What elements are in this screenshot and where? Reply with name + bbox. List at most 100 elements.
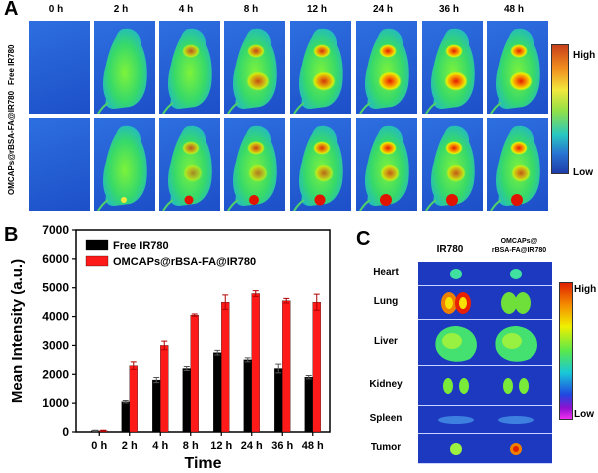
bar: [190, 314, 199, 433]
column-omcaps-line2: rBSA-FA@IR780: [491, 247, 547, 254]
fluorescence-image: [158, 20, 221, 115]
mouse-silhouette: [293, 125, 343, 211]
mouse-silhouette: [293, 28, 343, 114]
organ-image-lung: [418, 286, 552, 320]
organ-image-heart: [418, 262, 552, 286]
error-bar: [283, 297, 290, 304]
legend-swatch: [85, 239, 109, 251]
tumor-icon: [450, 443, 522, 455]
colorbar-a-high: High: [573, 50, 596, 61]
bar: [213, 352, 222, 433]
time-header: 0 h: [48, 4, 64, 15]
fluorescence-image: [223, 20, 286, 115]
organ-image-liver: [418, 320, 552, 366]
error-bar: [100, 429, 107, 432]
organ-label-heart: Heart: [373, 267, 399, 278]
mouse-silhouette: [425, 28, 475, 114]
row-label-free-ir780: Free IR780: [7, 44, 16, 85]
kidney-icon: [443, 378, 529, 394]
plot-frame: [75, 229, 331, 433]
fluorescence-image: [421, 20, 484, 115]
x-tick-label: 36 h: [271, 440, 293, 452]
fluorescence-image: [355, 20, 418, 115]
mouse-silhouette: [227, 28, 277, 114]
x-tick-label: 0 h: [91, 440, 107, 452]
mouse-silhouette: [359, 125, 409, 211]
colorbar-c: [559, 282, 573, 420]
y-tick-label: 4000: [42, 310, 69, 324]
mouse-silhouette: [97, 28, 147, 114]
bar: [274, 368, 283, 433]
organ-label-lung: Lung: [373, 296, 399, 307]
error-bar: [244, 357, 251, 363]
bar: [221, 301, 230, 433]
error-bar: [92, 429, 99, 432]
error-bar: [305, 374, 312, 380]
bar: [243, 359, 252, 433]
y-tick-label: 6000: [42, 252, 69, 266]
error-bar: [222, 294, 229, 310]
organ-label-kidney: Kidney: [369, 379, 403, 390]
fluorescence-image: [355, 117, 418, 212]
error-bar: [191, 313, 198, 317]
bar: [251, 293, 260, 433]
mouse-silhouette: [425, 125, 475, 211]
colorbar-c-high: High: [574, 284, 597, 295]
error-bar: [252, 290, 259, 297]
time-header: 36 h: [438, 4, 459, 15]
time-header: 2 h: [113, 4, 129, 15]
column-ir780: IR780: [436, 244, 464, 255]
bar-chart: 0 1000 2000 3000 4000 5000 6000 7000 Mean Intens…: [9, 223, 331, 472]
spleen-icon: [438, 416, 534, 424]
mouse-silhouette: [227, 125, 277, 211]
fluorescence-image: [486, 117, 549, 212]
mouse-silhouette: [359, 28, 409, 114]
error-bar: [214, 349, 221, 356]
y-tick-label: 2000: [42, 367, 69, 381]
column-omcaps-line1: OMCAPs@: [500, 238, 538, 245]
time-header: 24 h: [372, 4, 393, 15]
bar: [304, 377, 313, 433]
error-bar: [161, 340, 168, 351]
x-axis-label: Time: [184, 455, 221, 472]
bar: [152, 379, 161, 433]
y-tick-label: 0: [62, 425, 69, 439]
bar: [282, 300, 291, 433]
lung-icon: [441, 292, 531, 314]
colorbar-c-low: Low: [574, 409, 594, 420]
panel-a-label: A: [4, 0, 19, 20]
y-tick-label: 3000: [42, 338, 69, 352]
y-tick-label: 5000: [42, 281, 69, 295]
organ-image-tumor: [418, 434, 552, 464]
x-tick-label: 12 h: [210, 440, 232, 452]
error-bar: [183, 365, 190, 372]
y-tick-label: 7000: [42, 223, 69, 237]
x-tick-label: 24 h: [241, 440, 263, 452]
time-header: 8 h: [243, 4, 259, 15]
legend-label: Free IR780: [113, 240, 169, 252]
organ-label-liver: Liver: [374, 336, 398, 347]
bar: [121, 401, 130, 433]
error-bar: [313, 293, 320, 311]
panel-b-label: B: [4, 224, 19, 246]
colorbar-a: [551, 44, 569, 174]
mouse-silhouette: [97, 125, 147, 211]
panel-c-label: C: [356, 228, 371, 250]
fluorescence-image: [158, 117, 221, 212]
fluorescence-image: [289, 20, 352, 115]
mouse-silhouette: [490, 28, 540, 114]
fluorescence-image: [421, 117, 484, 212]
error-bar: [122, 400, 129, 404]
y-tick-label: 1000: [42, 396, 69, 410]
fluorescence-image: [289, 117, 352, 212]
x-tick-label: 48 h: [302, 440, 324, 452]
organ-label-spleen: Spleen: [369, 413, 403, 424]
mouse-silhouette: [162, 28, 212, 114]
mouse-silhouette: [490, 125, 540, 211]
organ-label-tumor: Tumor: [370, 442, 402, 453]
mouse-silhouette: [162, 125, 212, 211]
error-bar: [130, 361, 137, 370]
organ-image-spleen: [418, 406, 552, 434]
error-bar: [275, 363, 282, 374]
fluorescence-image: [28, 20, 91, 115]
